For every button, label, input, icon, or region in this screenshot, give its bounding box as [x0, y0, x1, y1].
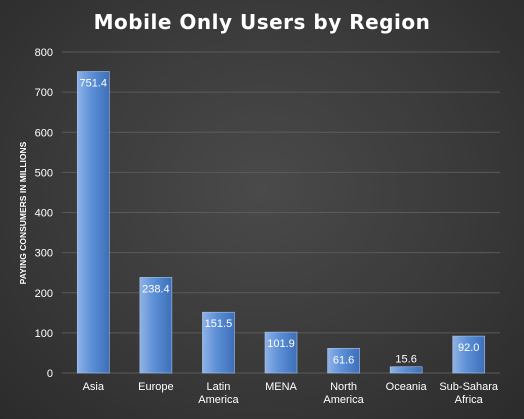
data-label: 61.6: [333, 354, 354, 366]
chart-title: Mobile Only Users by Region: [93, 10, 431, 34]
x-tick-label: Sub-Sahara: [439, 381, 499, 393]
x-tick-label: Latin: [206, 381, 230, 393]
x-tick-label: MENA: [265, 381, 297, 393]
y-tick-label: 200: [35, 288, 53, 300]
data-label: 101.9: [267, 338, 295, 350]
y-axis-ticks: 0 100 200 300 400 500 600 700 800: [35, 47, 53, 380]
x-tick-label: America: [323, 394, 364, 406]
data-labels: 751.4 238.4 151.5 101.9 61.6 15.6 92.0: [80, 78, 480, 367]
bar: [264, 331, 298, 374]
bar: [202, 311, 235, 374]
bar: [452, 335, 486, 374]
data-label: 15.6: [395, 354, 416, 366]
bar: [76, 71, 110, 374]
y-tick-label: 700: [35, 87, 53, 99]
bars: [76, 71, 486, 374]
y-tick-label: 0: [47, 368, 53, 380]
bar: [389, 366, 423, 374]
x-tick-label: Asia: [83, 381, 105, 393]
data-label: 751.4: [80, 78, 108, 90]
data-label: 92.0: [458, 342, 479, 354]
x-tick-label: Europe: [138, 381, 173, 393]
y-tick-label: 100: [35, 328, 53, 340]
x-tick-label: Oceania: [386, 381, 428, 393]
bar: [139, 277, 173, 374]
y-tick-label: 500: [35, 167, 53, 179]
data-label: 151.5: [205, 318, 233, 330]
gridlines: [62, 51, 500, 374]
y-tick-label: 600: [35, 127, 53, 139]
bar: [327, 347, 360, 374]
x-tick-label: Africa: [455, 394, 484, 406]
y-tick-label: 400: [35, 208, 53, 220]
x-tick-label: North: [330, 381, 357, 393]
y-tick-label: 300: [35, 248, 53, 260]
y-tick-label: 800: [35, 47, 53, 59]
x-tick-label: America: [198, 394, 239, 406]
data-label: 238.4: [142, 283, 170, 295]
y-axis-label: PAYING CONSUMERS IN MILLIONS: [18, 141, 28, 284]
